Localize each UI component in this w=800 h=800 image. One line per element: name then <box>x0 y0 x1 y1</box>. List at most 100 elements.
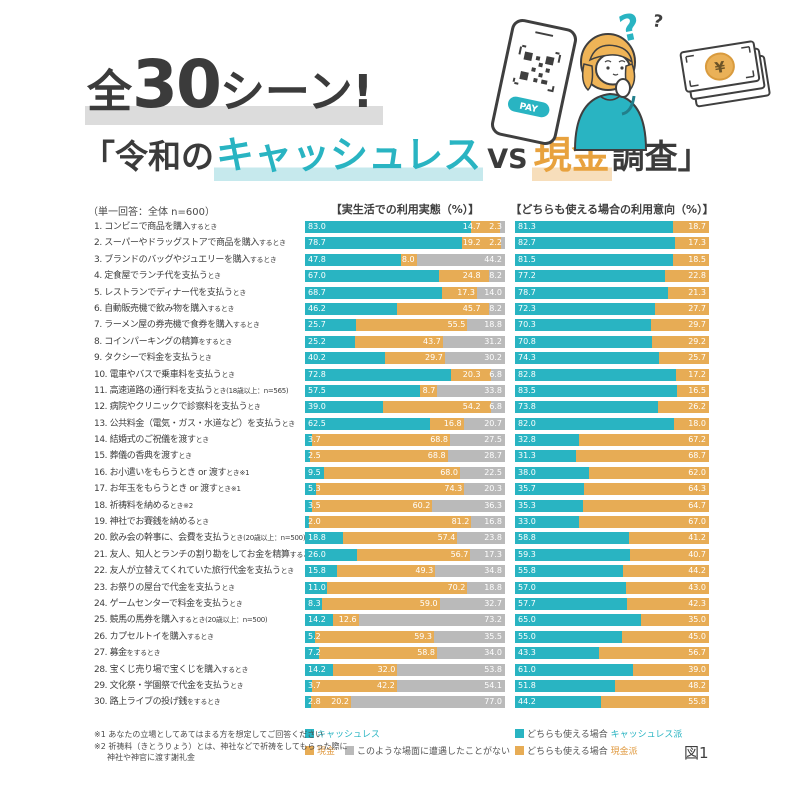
value-label: 26.2 <box>688 402 706 412</box>
value-label: 29.7 <box>424 353 443 363</box>
bar-segment <box>305 630 316 643</box>
bar-segment <box>675 368 709 381</box>
bar-segment <box>444 352 506 365</box>
bar-segment <box>464 483 505 496</box>
table-row: 22. 友人が立替えてくれていた旅行代金を支払うとき 15.8 49.3 34.8 55… <box>0 563 800 579</box>
scene-label: 5. レストランでディナー代を支払うとき <box>94 287 247 298</box>
intent-bar: 35.3 64.7 <box>515 499 709 512</box>
value-label: 62.0 <box>688 467 706 477</box>
scene-label: 12. 病院やクリニックで診察料を支払うとき <box>94 402 261 413</box>
scene-label: 14. 結婚式のご祝儀を渡すとき <box>94 435 209 446</box>
table-row: 23. お祭りの屋台で代金を支払うとき 11.0 70.2 18.8 57.0 43.0 <box>0 580 800 596</box>
value-label: 34.8 <box>484 566 502 576</box>
usage-bar: 5.3 74.3 20.3 <box>305 483 505 496</box>
value-label: 35.0 <box>688 615 706 625</box>
value-label: 34.0 <box>484 648 502 658</box>
bar-segment <box>471 516 505 529</box>
value-label: 24.8 <box>462 271 481 281</box>
intent-bar: 81.5 18.5 <box>515 253 709 266</box>
value-label: 6.8 <box>489 402 502 412</box>
bar-segment <box>400 253 417 266</box>
bar-segment <box>305 302 398 315</box>
bar-segment <box>305 221 471 233</box>
value-label: 2.0 <box>308 517 321 527</box>
value-label: 8.2 <box>489 271 502 281</box>
table-row: 9. タクシーで料金を支払うとき 40.2 29.7 30.2 74.3 25.7 <box>0 350 800 366</box>
bar-segment <box>305 679 313 692</box>
value-label: 57.5 <box>308 385 326 395</box>
bar-segment <box>305 597 322 610</box>
intent-bar: 44.2 55.8 <box>515 696 709 709</box>
value-label: 17.3 <box>688 238 706 248</box>
bar-segment <box>515 384 677 397</box>
pay-label: PAY <box>518 102 539 116</box>
value-label: 23.8 <box>484 533 502 543</box>
legend-never-label: このような場面に遭遇したことがない <box>357 747 511 757</box>
bar-segment <box>358 614 505 627</box>
value-label: 73.8 <box>518 402 536 412</box>
bar-segment <box>515 499 584 512</box>
bar-segment <box>436 647 505 660</box>
usage-bar: 68.7 17.3 14.0 <box>305 286 505 299</box>
usage-bar: 47.8 8.0 44.2 <box>305 253 505 266</box>
value-label: 12.6 <box>338 615 357 625</box>
value-label: 17.3 <box>484 549 502 559</box>
bar-segment <box>305 335 356 348</box>
intent-bar: 32.8 67.2 <box>515 434 709 447</box>
bar-segment <box>641 614 709 627</box>
table-row: 14. 結婚式のご祝儀を渡すとき 3.7 68.8 27.5 32.8 67.2 <box>0 432 800 448</box>
value-label: 45.0 <box>688 631 706 641</box>
bar-segment <box>491 401 505 414</box>
intent-bar: 51.8 48.2 <box>515 679 709 692</box>
bar-segment <box>659 352 709 365</box>
value-label: 31.3 <box>518 451 536 461</box>
value-label: 57.4 <box>437 533 456 543</box>
value-label: 59.3 <box>518 549 536 559</box>
value-label: 35.3 <box>518 500 536 510</box>
bar-segment <box>447 450 505 463</box>
scene-label: 17. お年玉をもらうとき or 渡すとき※1 <box>94 484 241 495</box>
bar-segment <box>383 401 492 414</box>
table-row: 21. 友人、知人とランチの割り勘をしてお金を精算するとき 26.0 56.7 17.… <box>0 547 800 563</box>
banknotes-illustration: ¥ <box>679 40 771 108</box>
bar-segment <box>467 581 505 594</box>
bar-segment <box>500 221 505 233</box>
value-label: 8.7 <box>422 385 436 395</box>
bar-segment <box>305 663 334 676</box>
bar-segment <box>305 548 357 561</box>
usage-bar: 14.2 32.0 53.8 <box>305 663 505 676</box>
value-label: 18.8 <box>484 320 502 330</box>
intent-bar: 65.0 35.0 <box>515 614 709 627</box>
value-label: 77.0 <box>484 697 502 707</box>
intent-bar: 82.7 17.3 <box>515 237 709 250</box>
value-label: 22.8 <box>688 271 706 281</box>
scene-label: 28. 宝くじ売り場で宝くじを購入するとき <box>94 664 249 675</box>
bar-segment <box>356 319 468 332</box>
value-label: 21.3 <box>688 287 706 297</box>
bar-segment <box>515 532 630 545</box>
bar-segment <box>515 286 668 299</box>
intent-bar: 74.3 25.7 <box>515 352 709 365</box>
intent-cash-swatch <box>515 746 524 755</box>
bar-segment <box>312 434 450 447</box>
bar-segment <box>305 384 420 397</box>
bar-segment <box>305 319 357 332</box>
bar-segment <box>305 352 386 365</box>
value-label: 39.0 <box>308 402 326 412</box>
table-row: 2. スーパーやドラッグストアで商品を購入するとき 78.7 19.2 2.2 82.7… <box>0 235 800 251</box>
scene-label: 15. 葬儀の香典を渡すとき <box>94 451 192 462</box>
table-row: 17. お年玉をもらうとき or 渡すとき※1 5.3 74.3 20.3 35.7 64… <box>0 481 800 497</box>
intent-bar: 31.3 68.7 <box>515 450 709 463</box>
bar-segment <box>420 384 438 397</box>
value-label: 68.7 <box>688 451 706 461</box>
bar-segment <box>515 516 580 529</box>
table-row: 16. お小遣いをもらうとき or 渡すとき※1 9.5 68.0 22.5 38.0 6… <box>0 465 800 481</box>
value-label: 39.0 <box>688 664 706 674</box>
usage-bar: 57.5 8.7 33.8 <box>305 384 505 397</box>
subtitle-vs: VS <box>487 144 528 175</box>
bar-segment <box>515 450 576 463</box>
bar-segment <box>578 434 709 447</box>
value-label: 18.0 <box>688 418 706 428</box>
bar-segment <box>312 679 397 692</box>
value-label: 64.7 <box>688 500 706 510</box>
